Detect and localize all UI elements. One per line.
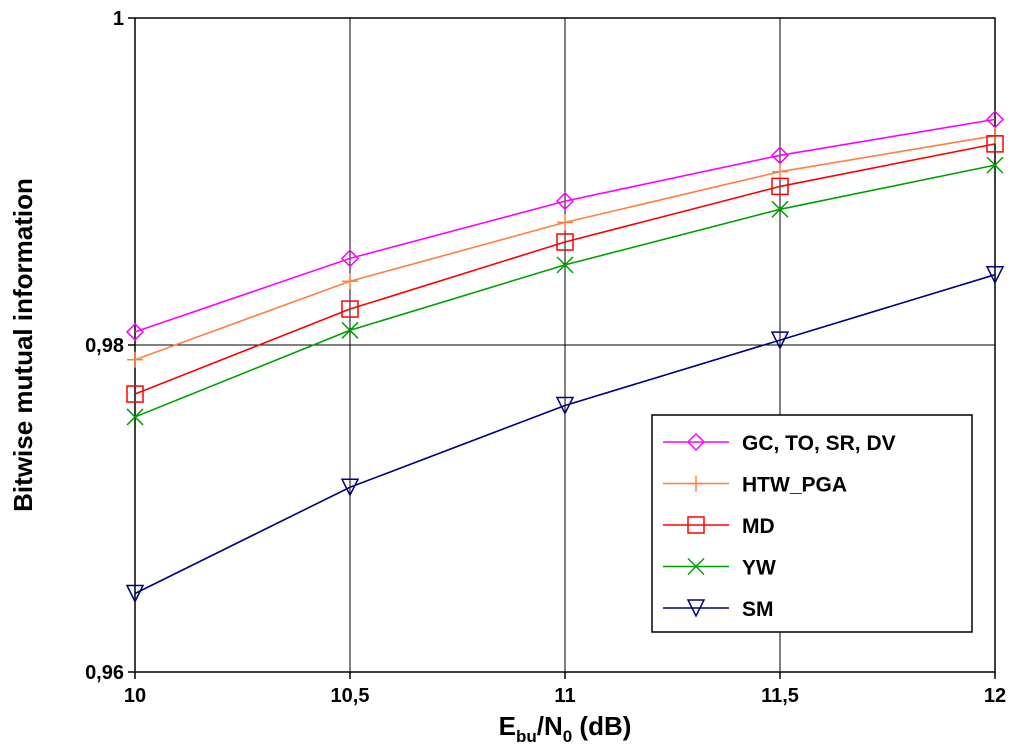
data-point [126, 385, 144, 403]
data-point [986, 135, 1004, 153]
data-point [125, 322, 145, 341]
y-tick-label: 0,96 [85, 662, 124, 684]
x-axis-title-n-subscript: 0 [563, 727, 572, 746]
x-axis-title-e-subscript: bu [516, 727, 537, 746]
square-marker [687, 516, 705, 534]
series-group [125, 110, 1005, 604]
legend-label: GC, TO, SR, DV [742, 432, 896, 455]
y-axis-ticks: 0,96 0,98 1 [85, 8, 135, 684]
legend-label: HTW_PGA [742, 474, 847, 497]
legend: GC, TO, SR, DV HTW_PGA MD YW SM [651, 414, 973, 633]
y-tick-label: 1 [113, 8, 124, 30]
data-point [771, 177, 789, 196]
series-md [126, 135, 1004, 403]
legend-label: MD [742, 515, 775, 538]
series-line [134, 118, 996, 333]
legend-item: YW [663, 557, 776, 580]
data-point [125, 584, 145, 604]
x-axis-ticks: 10 10,5 11 11,5 12 [124, 672, 1006, 707]
x-marker [687, 557, 705, 576]
data-point [985, 265, 1005, 285]
plus-marker [688, 475, 704, 492]
triangle-down-marker [686, 599, 706, 618]
x-tick-label: 12 [984, 685, 1006, 707]
data-point [985, 110, 1005, 129]
data-point [986, 156, 1004, 174]
data-point [555, 192, 575, 211]
legend-item: GC, TO, SR, DV [663, 432, 896, 455]
data-point [770, 331, 790, 350]
data-point [556, 233, 574, 251]
series-htw-pga [127, 127, 1003, 368]
legend-label: SM [742, 598, 774, 621]
data-point [340, 249, 360, 268]
series-yw [126, 156, 1004, 426]
series-line [134, 273, 996, 595]
data-point [771, 200, 789, 218]
series-gc-to-sr-dv [125, 110, 1005, 341]
data-point [556, 256, 574, 274]
y-tick-label: 0,98 [85, 335, 124, 357]
data-point [342, 273, 358, 290]
legend-item: HTW_PGA [663, 474, 847, 497]
data-point [557, 214, 573, 231]
data-point [127, 351, 143, 368]
data-point [341, 300, 359, 318]
data-point [772, 163, 788, 180]
data-point [340, 478, 360, 497]
x-tick-label: 10,5 [331, 685, 370, 707]
data-point [341, 321, 359, 339]
legend-label: YW [742, 557, 776, 580]
x-axis-title-n: /N [537, 711, 563, 741]
data-point [555, 396, 575, 416]
x-tick-label: 10 [124, 685, 146, 707]
legend-item: MD [663, 515, 775, 538]
series-sm [125, 265, 1005, 604]
diamond-marker [686, 432, 706, 452]
legend-box [651, 414, 973, 633]
data-point [770, 146, 790, 165]
legend-item: SM [663, 598, 774, 621]
x-tick-label: 11 [554, 685, 575, 707]
x-axis-title: Ebu/N0 (dB) [499, 711, 632, 746]
x-axis-title-units: (dB) [572, 711, 631, 741]
series-line [134, 143, 996, 395]
y-axis-title: Bitwise mutual information [8, 178, 38, 512]
data-point [126, 408, 144, 426]
x-tick-label: 11,5 [761, 685, 799, 707]
x-axis-title-e: E [499, 711, 516, 741]
